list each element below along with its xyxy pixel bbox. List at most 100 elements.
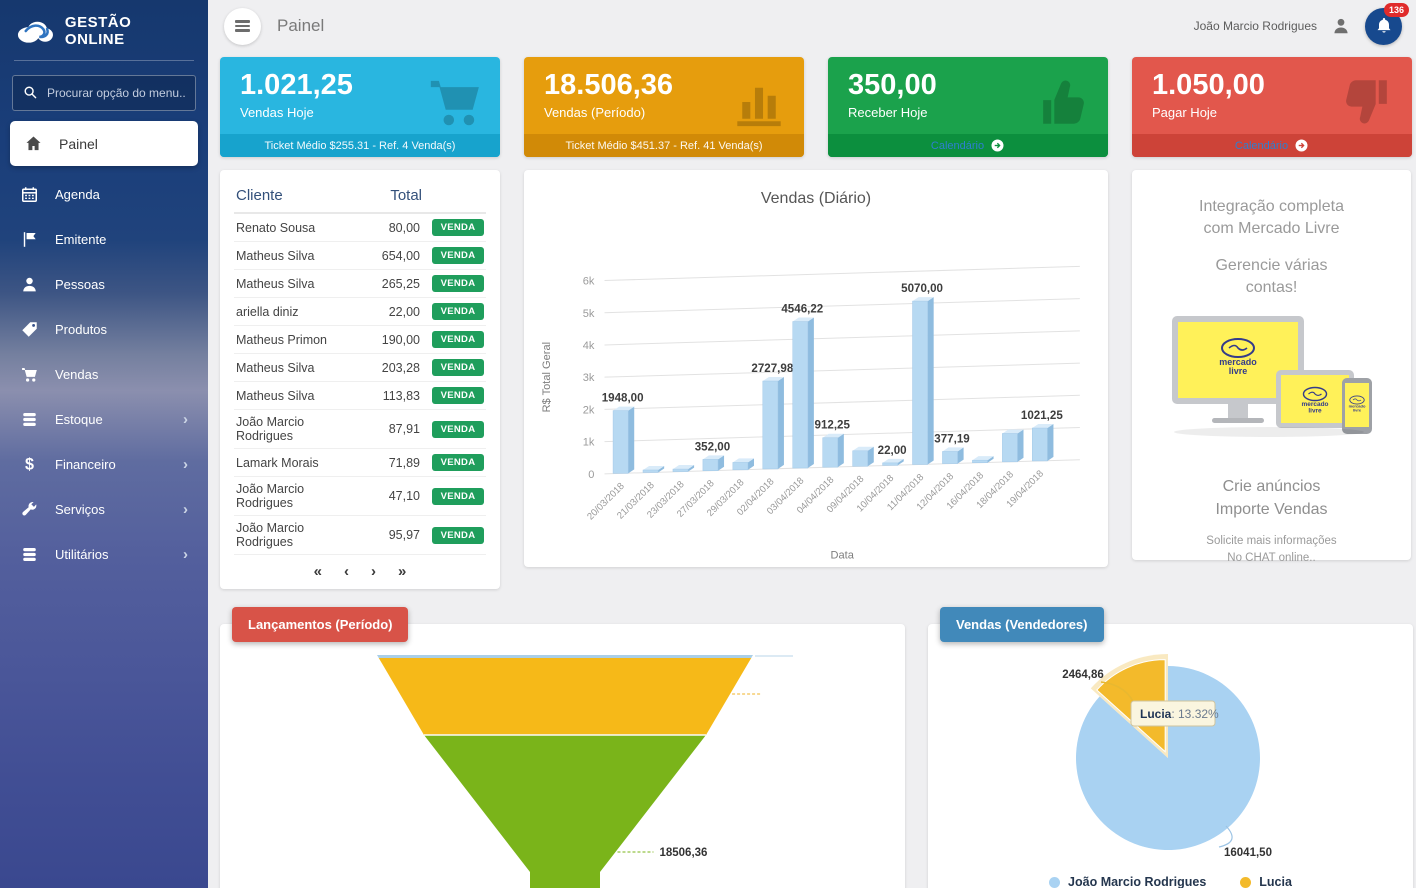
sidebar-item-label: Utilitários [55,547,109,562]
funnel-value-label: 18506,36 [659,847,707,859]
sidebar-item-estoque[interactable]: Estoque › [0,397,208,442]
funnel-stem[interactable] [530,871,600,888]
bar-27/03/2018[interactable] [702,455,725,471]
user-profile-icon[interactable] [1331,16,1351,36]
client-name: João Marcio Rodrigues [236,521,305,549]
svg-text:1021,25: 1021,25 [1021,410,1063,422]
bar-10/04/2018[interactable] [882,458,904,466]
funnel-segment-1[interactable] [377,655,753,658]
legend-item-lucia[interactable]: Lucia [1240,875,1292,888]
table-row: João Marcio Rodrigues 95,97 VENDA [234,516,486,555]
pie-value-label-joao: 16041,50 [1224,847,1272,859]
kpi-label: Pagar Hoje [1152,105,1218,120]
client-total: 80,00 [388,220,420,235]
tab-vendas-vendedores[interactable]: Vendas (Vendedores) [940,607,1104,642]
svg-text:R$ Total Geral: R$ Total Geral [541,342,553,413]
bar-29/03/2018[interactable] [732,458,754,471]
venda-badge[interactable]: VENDA [432,219,484,236]
hamburger-icon [235,18,250,34]
bar-19/04/2018[interactable] [1032,424,1054,462]
sidebar-item-pessoas[interactable]: Pessoas [0,262,208,307]
divider [14,60,194,61]
search-input[interactable] [12,75,196,111]
venda-badge[interactable]: VENDA [432,526,484,544]
venda-badge[interactable]: VENDA [432,303,484,320]
bar-03/04/2018[interactable] [792,317,814,469]
pagination-last[interactable]: » [398,563,407,580]
sidebar-item-utilitarios[interactable]: Utilitários › [0,532,208,577]
tab-lancamentos-periodo[interactable]: Lançamentos (Período) [232,607,409,642]
search-icon [24,86,37,99]
arrow-circle-icon[interactable] [1294,138,1309,153]
svg-text:livre: livre [1229,366,1248,376]
client-total: 95,97 [388,528,420,542]
venda-badge[interactable]: VENDA [432,331,484,348]
venda-badge[interactable]: VENDA [432,487,484,505]
bar-12/04/2018[interactable] [942,447,964,464]
sidebar-item-painel[interactable]: Painel [10,121,198,166]
kpi-card-vendas-hoje: 1.021,25 Vendas Hoje Ticket Médio $255.3… [220,57,500,157]
kpi-footer: Ticket Médio $255.31 - Ref. 4 Venda(s) [220,134,500,157]
client-total: 22,00 [388,304,420,319]
column-header-total: Total [390,187,422,204]
thumb-down-icon [1346,80,1387,124]
legend-item-jo-o-marcio-rodrigues[interactable]: João Marcio Rodrigues [1049,875,1206,888]
home-icon [26,136,41,151]
svg-text:912,25: 912,25 [815,420,851,432]
bar-04/04/2018[interactable] [822,433,844,468]
pie-tooltip: Lucia: 13.32% [1130,700,1219,727]
funnel-chart-card: 18506,36 [220,624,905,888]
venda-badge[interactable]: VENDA [432,359,484,376]
cart-icon [22,368,37,382]
sidebar-item-vendas[interactable]: Vendas [0,352,208,397]
notifications-button[interactable]: 136 [1365,2,1409,45]
bar-21/03/2018[interactable] [642,465,665,473]
venda-badge[interactable]: VENDA [432,454,484,471]
funnel-segment-3[interactable] [424,735,706,872]
ml-title: com Mercado Livre [1203,219,1340,237]
pie-chart: 2464,86 16041,50 Lucia: 13.32% [928,630,1413,873]
venda-badge[interactable]: VENDA [432,420,484,438]
bar-23/03/2018[interactable] [672,465,695,472]
bar-18/04/2018[interactable] [1002,429,1024,463]
bar-02/04/2018[interactable] [762,376,784,470]
clients-table-card: Cliente Total Renato Sousa 80,00 VENDA Math… [220,170,500,589]
client-name: João Marcio Rodrigues [236,415,305,443]
thumb-up-icon [1043,80,1084,124]
pagination-prev[interactable]: ‹ [344,563,349,580]
venda-badge[interactable]: VENDA [432,275,484,292]
kpi-card-pagar-hoje: 1.050,00 Pagar Hoje Calendário [1132,57,1412,157]
client-total: 654,00 [381,248,420,263]
hamburger-menu-button[interactable] [224,7,261,45]
bar-16/04/2018[interactable] [972,456,994,463]
pagination-first[interactable]: « [313,563,322,580]
table-body: Renato Sousa 80,00 VENDA Matheus Silva 654,0… [234,214,486,555]
bar-20/03/2018[interactable] [612,406,635,474]
funnel-segment-2[interactable] [378,658,752,735]
venda-badge[interactable]: VENDA [432,387,484,404]
sidebar-item-produtos[interactable]: Produtos [0,307,208,352]
arrow-circle-icon[interactable] [990,138,1005,153]
sidebar-item-label: Emitente [55,232,107,247]
pagination-next[interactable]: › [371,563,376,580]
svg-text:1k: 1k [583,437,595,449]
calendar-link[interactable]: Calendário [930,139,985,152]
sidebar-item-financeiro[interactable]: $ Financeiro › [0,442,208,487]
venda-badge[interactable]: VENDA [432,247,484,264]
wrench-icon [22,502,37,516]
bar-chart: 0 1k 2k 3k 4k 5k 6k R$ Total Geral 1948,00 20/03/… [534,210,1098,570]
calendar-link[interactable]: Calendário [1234,139,1289,152]
svg-text:22,00: 22,00 [878,445,907,457]
cart-icon [430,80,479,126]
client-total: 190,00 [381,332,420,347]
sidebar-item-agenda[interactable]: Agenda [0,172,208,217]
bar-09/04/2018[interactable] [852,446,874,467]
chart-title: Vendas (Diário) [760,190,872,207]
cloud-logo-icon [17,21,53,43]
kpi-row: 1.021,25 Vendas Hoje Ticket Médio $255.3… [208,52,1416,157]
svg-text:4546,22: 4546,22 [781,303,823,315]
bar-11/04/2018[interactable] [912,297,934,465]
sidebar-item-servicos[interactable]: Serviços › [0,487,208,532]
sidebar-item-emitente[interactable]: Emitente [0,217,208,262]
